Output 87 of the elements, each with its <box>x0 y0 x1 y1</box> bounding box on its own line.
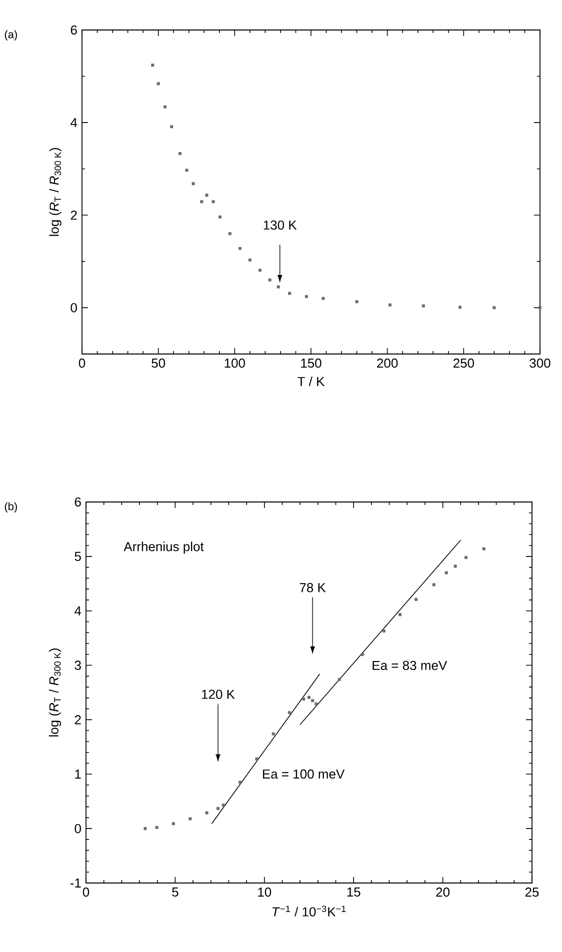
x-tick-label: 0 <box>82 888 90 897</box>
point <box>464 556 468 560</box>
point <box>222 804 225 807</box>
point <box>308 696 310 699</box>
point <box>268 278 272 282</box>
point <box>238 246 242 250</box>
point <box>444 571 448 574</box>
point <box>216 806 220 810</box>
y-tick-label: 0 <box>74 824 81 834</box>
y-axis-title: log (R$_{T}$ / R$_{300 K}$) <box>48 648 62 736</box>
point <box>178 152 182 156</box>
point <box>172 822 175 826</box>
point <box>432 583 436 586</box>
annotation: Ea = 100 meV <box>262 769 345 779</box>
annotation: Arrhenius plot <box>124 542 204 554</box>
point <box>192 182 195 186</box>
chart-title: (a) <box>4 30 17 40</box>
x-tick-label: 20 <box>436 888 450 897</box>
point <box>155 826 158 829</box>
x-tick-label: 200 <box>377 358 398 368</box>
y-tick-label: 4 <box>70 118 78 128</box>
point <box>422 304 425 308</box>
y-tick-label: -1 <box>70 878 81 888</box>
point <box>388 303 392 306</box>
point <box>228 232 232 236</box>
x-axis-title: T$^{−1}$ / 10$^{−3}$K$^{−1}$ <box>272 906 346 916</box>
point <box>205 194 208 197</box>
x-tick-label: 10 <box>258 888 272 897</box>
y-tick-label: 5 <box>74 552 81 561</box>
point <box>164 105 167 108</box>
point <box>302 698 306 701</box>
point <box>151 64 154 67</box>
annotation: 130 K <box>264 220 297 230</box>
annotation: Ea = 83 meV <box>372 660 448 670</box>
y-tick-label: 0 <box>70 303 77 312</box>
point <box>322 296 325 300</box>
point <box>272 732 275 736</box>
y-tick-label: 6 <box>74 497 81 507</box>
point <box>200 200 204 204</box>
point <box>314 702 318 706</box>
point <box>205 811 208 814</box>
point <box>414 598 418 601</box>
x-tick-label: 300 <box>530 358 550 368</box>
point <box>492 306 496 310</box>
y-tick-label: 6 <box>70 25 77 35</box>
x-tick-label: 250 <box>453 358 474 368</box>
point <box>185 168 188 172</box>
point <box>538 306 542 310</box>
annotation: 120 K <box>202 690 235 699</box>
x-tick-label: 150 <box>301 358 322 368</box>
point <box>144 827 147 830</box>
point <box>304 295 308 298</box>
y-tick-label: 2 <box>70 210 77 220</box>
y-tick-label: 1 <box>75 770 81 779</box>
x-axis-title: T / K <box>298 376 325 386</box>
y-tick-label: 2 <box>74 715 81 724</box>
point <box>238 780 242 784</box>
point <box>338 678 341 681</box>
point <box>458 306 462 309</box>
point <box>156 82 160 86</box>
y-tick-label: 3 <box>74 660 81 670</box>
point <box>288 292 292 295</box>
point <box>288 711 291 714</box>
point <box>276 285 280 288</box>
point <box>382 629 386 632</box>
point <box>218 215 222 218</box>
chart-title: (b) <box>4 502 17 512</box>
x-tick-label: 15 <box>347 888 360 897</box>
point <box>482 547 486 550</box>
x-tick-label: 50 <box>152 358 166 368</box>
point <box>255 757 258 760</box>
point <box>258 268 262 272</box>
point <box>170 125 174 128</box>
point <box>248 258 252 262</box>
point <box>212 200 215 204</box>
annotation: 78 K <box>300 583 326 592</box>
point <box>454 564 457 568</box>
point <box>188 817 192 820</box>
point <box>355 300 358 304</box>
x-tick-label: 25 <box>525 888 539 897</box>
point <box>398 613 402 616</box>
x-tick-label: 100 <box>224 358 245 368</box>
point <box>311 699 314 702</box>
y-tick-label: 4 <box>74 606 82 616</box>
y-axis-title: log (R$_{T}$ / R$_{300 K}$) <box>49 148 62 236</box>
x-tick-label: 5 <box>172 888 178 897</box>
point <box>361 652 364 656</box>
